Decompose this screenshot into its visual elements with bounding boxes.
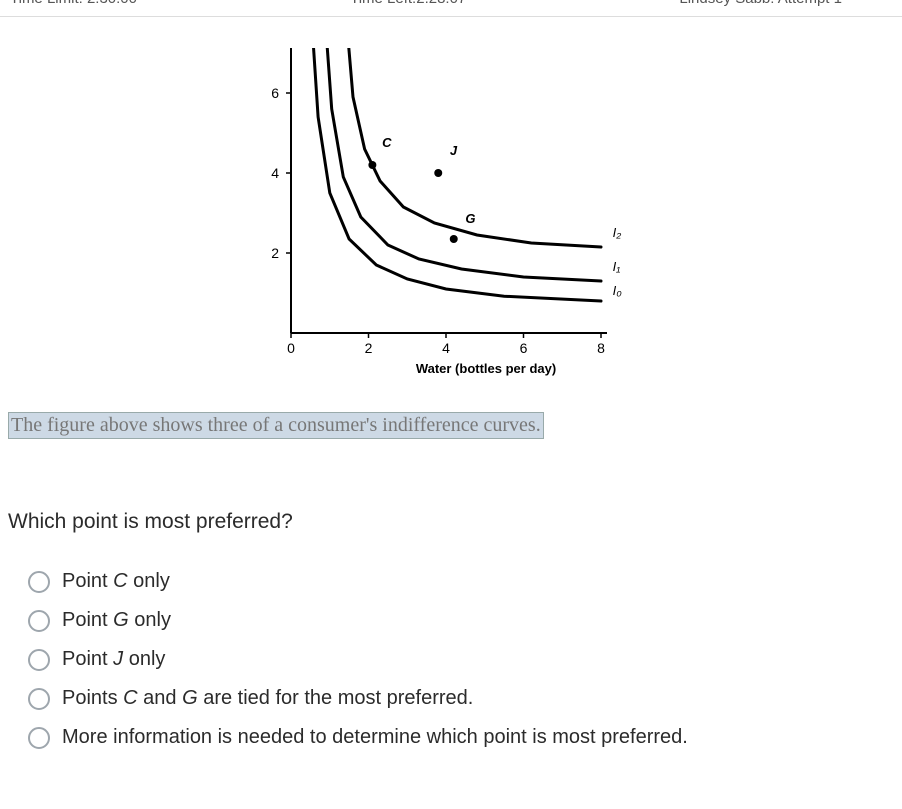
option-4[interactable]: More information is needed to determine … <box>28 726 688 749</box>
option-label: Point C only <box>62 570 170 593</box>
option-label: More information is needed to determine … <box>62 726 688 749</box>
svg-text:I₀: I₀ <box>613 283 623 298</box>
divider <box>0 16 902 17</box>
indifference-chart: 2 4 6 0 2 4 6 8 I₀ I₁ I₂ C J G Water (bottles per day) <box>241 48 661 388</box>
time-left: Time Left:2:28:07 <box>350 0 466 10</box>
answer-options: Point C only Point G only Point J only Poin… <box>28 570 688 749</box>
question-text: Which point is most preferred? <box>8 510 293 534</box>
page-root: Time Limit: 2:30:00 Time Left:2:28:07 Li… <box>0 0 902 809</box>
svg-text:G: G <box>465 211 475 226</box>
radio-icon[interactable] <box>28 688 50 710</box>
radio-icon[interactable] <box>28 727 50 749</box>
radio-icon[interactable] <box>28 610 50 632</box>
chart-svg: 2 4 6 0 2 4 6 8 I₀ I₁ I₂ C J G Water (bottles per day) <box>241 48 661 388</box>
figure-caption: The figure above shows three of a consum… <box>8 412 544 439</box>
svg-text:6: 6 <box>271 85 279 101</box>
option-label: Point G only <box>62 609 171 632</box>
radio-icon[interactable] <box>28 649 50 671</box>
svg-text:C: C <box>382 135 392 150</box>
time-limit: Time Limit: 2:30:00 <box>10 0 137 10</box>
radio-icon[interactable] <box>28 571 50 593</box>
svg-text:4: 4 <box>271 165 279 181</box>
option-1[interactable]: Point G only <box>28 609 688 632</box>
option-label: Point J only <box>62 648 165 671</box>
svg-text:J: J <box>450 143 458 158</box>
option-3[interactable]: Points C and G are tied for the most pre… <box>28 687 688 710</box>
svg-text:I₁: I₁ <box>613 259 621 274</box>
attempt-label: Lindsey Sabb: Attempt 1 <box>679 0 842 10</box>
svg-text:2: 2 <box>271 245 279 261</box>
svg-text:2: 2 <box>365 340 373 356</box>
top-status-bar: Time Limit: 2:30:00 Time Left:2:28:07 Li… <box>0 0 902 10</box>
svg-text:I₂: I₂ <box>613 225 622 240</box>
svg-text:8: 8 <box>597 340 605 356</box>
svg-text:4: 4 <box>442 340 450 356</box>
svg-text:0: 0 <box>287 340 295 356</box>
svg-text:Water (bottles per day): Water (bottles per day) <box>416 361 556 376</box>
option-0[interactable]: Point C only <box>28 570 688 593</box>
option-2[interactable]: Point J only <box>28 648 688 671</box>
chart-container: 2 4 6 0 2 4 6 8 I₀ I₁ I₂ C J G Water (bottles per day) <box>241 48 661 388</box>
option-label: Points C and G are tied for the most pre… <box>62 687 473 710</box>
svg-text:6: 6 <box>520 340 528 356</box>
